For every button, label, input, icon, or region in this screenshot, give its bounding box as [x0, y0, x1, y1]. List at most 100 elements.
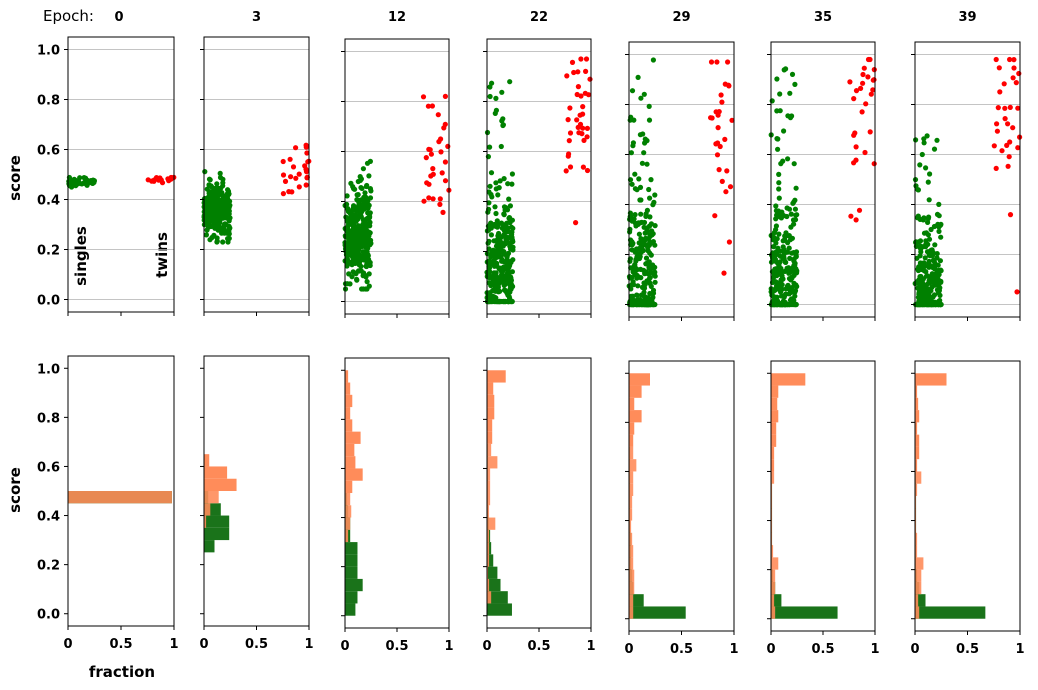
singles-point	[349, 274, 355, 280]
singles-point	[935, 276, 941, 282]
singles-point	[343, 234, 349, 240]
singles-point	[651, 301, 657, 308]
twins-point	[586, 92, 592, 98]
twins-point	[994, 121, 1000, 127]
singles-point	[915, 187, 922, 193]
singles-point	[628, 301, 634, 308]
twins-point	[996, 65, 1002, 71]
singles-point	[770, 275, 777, 281]
singles-bar	[771, 594, 782, 607]
singles-point	[651, 265, 657, 271]
singles-point	[363, 224, 369, 230]
twins-bar	[487, 468, 491, 481]
twins-point	[860, 71, 866, 78]
singles-point	[634, 254, 640, 260]
singles-point	[936, 228, 942, 234]
singles-point	[781, 247, 787, 253]
twins-point	[871, 67, 877, 73]
twins-point	[718, 92, 724, 98]
twins-bar	[204, 454, 210, 467]
twins-bar	[345, 493, 351, 506]
singles-point	[647, 195, 653, 201]
twins-bar	[629, 508, 633, 521]
singles-point	[936, 287, 943, 294]
twins-bar	[629, 594, 634, 607]
scatter-subplot-epoch-0: 0.0 0.2 0.4 0.6 0.8 1.0 0	[37, 10, 177, 316]
twins-point	[991, 143, 997, 149]
singles-point	[355, 192, 361, 198]
twins-point	[440, 209, 446, 215]
twins-point	[437, 201, 443, 207]
x-tick-label: 1	[586, 639, 595, 654]
twins-point	[865, 56, 872, 63]
twins-bar	[487, 419, 493, 432]
twins-point	[574, 117, 580, 123]
twins-point	[280, 191, 286, 197]
twins-bar	[629, 545, 634, 558]
twins-point	[567, 105, 573, 111]
twins-point	[421, 198, 427, 204]
singles-point	[493, 95, 499, 101]
singles-point	[502, 287, 508, 294]
twins-point	[578, 93, 584, 99]
twins-bar	[771, 410, 779, 423]
singles-bar	[915, 606, 986, 619]
singles-point	[499, 298, 505, 305]
singles-point	[917, 162, 923, 168]
twins-point	[442, 178, 449, 184]
scatter-subplot-epoch-22: 22	[483, 10, 593, 318]
singles-point	[366, 173, 372, 179]
twins-point	[1007, 56, 1013, 63]
singles-point	[650, 57, 657, 63]
singles-point	[496, 277, 503, 283]
twins-bar	[771, 446, 775, 460]
x-tick-label: 0	[482, 639, 491, 654]
singles-point	[640, 131, 646, 137]
singles-point	[217, 217, 223, 223]
singles-point	[81, 175, 87, 181]
singles-point	[356, 199, 362, 205]
singles-point	[931, 223, 938, 230]
singles-point	[646, 223, 653, 229]
singles-point	[777, 91, 783, 97]
twins-bar	[487, 554, 490, 567]
singles-point	[216, 201, 222, 207]
twins-point	[442, 93, 448, 99]
singles-point	[791, 199, 797, 205]
twins-bar	[771, 422, 777, 435]
twins-bar	[915, 606, 920, 619]
twins-bar	[771, 569, 776, 582]
singles-point	[491, 270, 497, 276]
twins-point	[425, 103, 431, 109]
x-tick-label: 0	[910, 642, 919, 657]
singles-point	[791, 258, 797, 264]
singles-point	[636, 231, 643, 237]
twins-point	[445, 143, 451, 149]
twins-point	[280, 172, 287, 178]
singles-point	[936, 201, 942, 207]
twins-point	[303, 169, 310, 175]
twins-point	[564, 73, 570, 79]
singles-point	[920, 289, 927, 295]
singles-bar	[629, 606, 686, 619]
singles-bar	[345, 542, 358, 555]
epoch-title: 12	[388, 10, 406, 25]
singles-point	[84, 181, 90, 188]
singles-point	[781, 128, 787, 134]
twins-point	[280, 158, 286, 165]
twins-point	[577, 121, 584, 127]
singles-point	[789, 299, 795, 306]
singles-point	[354, 276, 360, 282]
singles-point	[632, 264, 638, 270]
twins-bar	[487, 566, 489, 579]
singles-point	[780, 238, 786, 244]
singles-point	[219, 211, 225, 217]
singles-point	[934, 137, 940, 143]
singles-point	[368, 188, 374, 194]
singles-point	[783, 286, 789, 292]
singles-point	[208, 183, 214, 189]
twins-point	[429, 103, 435, 109]
singles-bar	[771, 606, 838, 619]
twins-point	[863, 101, 869, 107]
singles-point	[630, 279, 636, 285]
